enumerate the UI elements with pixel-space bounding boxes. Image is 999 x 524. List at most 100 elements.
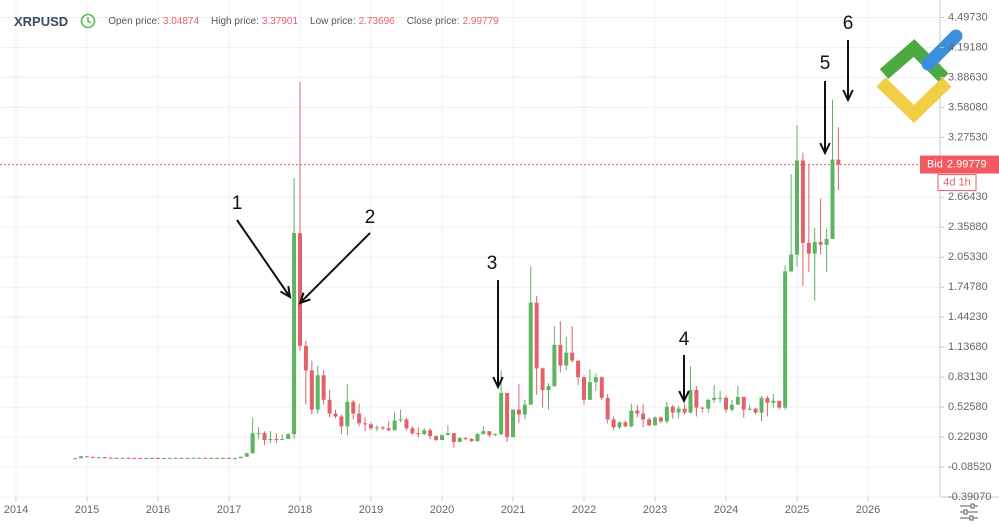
candle-body bbox=[510, 409, 515, 438]
candle-body bbox=[469, 439, 474, 442]
open-value: 3.04874 bbox=[162, 15, 200, 27]
x-tick-label: 2022 bbox=[572, 504, 596, 516]
candle-body bbox=[268, 439, 273, 441]
y-tick-label: 2.35880 bbox=[948, 221, 988, 233]
candle-body bbox=[363, 423, 368, 425]
candle-body bbox=[830, 159, 835, 239]
x-tick-label: 2025 bbox=[785, 504, 809, 516]
candle-body bbox=[303, 345, 308, 371]
candle-body bbox=[297, 233, 302, 346]
x-tick-label: 2014 bbox=[4, 504, 28, 516]
candle-body bbox=[374, 427, 379, 429]
price-label-name: Bid bbox=[927, 158, 943, 170]
candle-body bbox=[475, 434, 480, 442]
price-label-bg bbox=[920, 155, 999, 174]
candle-body bbox=[451, 433, 456, 442]
candle-body bbox=[611, 419, 616, 428]
x-tick-label: 2023 bbox=[643, 504, 667, 516]
candle-body bbox=[534, 302, 539, 369]
candle-body bbox=[392, 420, 397, 431]
settings-icon[interactable] bbox=[960, 503, 978, 521]
low-value: 2.73696 bbox=[358, 15, 395, 27]
candle-body bbox=[635, 410, 640, 414]
candle-body bbox=[439, 435, 444, 441]
candle-body bbox=[806, 242, 811, 254]
annotation-label: 4 bbox=[679, 329, 690, 350]
clock-icon bbox=[80, 13, 96, 29]
y-tick-label: 1.44230 bbox=[948, 311, 988, 323]
candle-body bbox=[161, 458, 166, 460]
x-tick-label: 2020 bbox=[430, 504, 454, 516]
candle-body bbox=[309, 370, 314, 410]
candle-body bbox=[84, 456, 89, 458]
y-tick-label: 3.27530 bbox=[948, 131, 988, 143]
candle-body bbox=[333, 413, 338, 417]
candle-body bbox=[327, 399, 332, 414]
candle-body bbox=[351, 401, 356, 414]
candle-body bbox=[800, 160, 805, 243]
candle-body bbox=[729, 404, 734, 410]
candle-body bbox=[682, 408, 687, 413]
candle-body bbox=[102, 457, 107, 459]
candle-body bbox=[670, 406, 675, 413]
candle-body bbox=[576, 360, 581, 378]
candle-body bbox=[593, 377, 598, 383]
y-tick-label: 3.58080 bbox=[948, 101, 988, 113]
candle-body bbox=[457, 438, 462, 442]
y-tick-label: 0.22030 bbox=[948, 431, 988, 443]
candle-body bbox=[516, 409, 521, 415]
countdown-bg bbox=[937, 174, 977, 192]
annotation-arrow bbox=[236, 219, 291, 298]
candle-body bbox=[292, 233, 297, 435]
candles bbox=[73, 81, 841, 460]
candle-body bbox=[321, 375, 326, 400]
candle-body bbox=[795, 160, 800, 255]
price-label-value: 2.99779 bbox=[947, 158, 987, 170]
candle-body bbox=[641, 413, 646, 420]
annotation-label: 1 bbox=[232, 193, 243, 214]
candle-body bbox=[676, 408, 681, 413]
y-tick-label: 1.13680 bbox=[948, 341, 988, 353]
y-tick-label: 3.88630 bbox=[948, 71, 988, 83]
candle-body bbox=[587, 382, 592, 400]
candle-body bbox=[386, 428, 391, 431]
candle-body bbox=[522, 404, 527, 415]
candle-body bbox=[79, 456, 84, 459]
candle-body bbox=[528, 302, 533, 405]
candle-body bbox=[789, 254, 794, 272]
candle-body bbox=[108, 457, 113, 459]
candle-body bbox=[280, 439, 285, 441]
candle-body bbox=[700, 407, 705, 409]
candle-body bbox=[221, 457, 226, 459]
candle-body bbox=[73, 458, 78, 460]
candle-body bbox=[558, 344, 563, 366]
candle-body bbox=[410, 428, 415, 434]
candle-body bbox=[191, 457, 196, 459]
candle-body bbox=[315, 375, 320, 410]
y-tick-label: 0.83130 bbox=[948, 371, 988, 383]
y-tick-label: -0.39070 bbox=[948, 491, 991, 503]
candle-body bbox=[232, 458, 237, 460]
candle-body bbox=[368, 424, 373, 429]
candle-body bbox=[741, 396, 746, 410]
x-tick-label: 2016 bbox=[146, 504, 170, 516]
candle-body bbox=[215, 457, 220, 459]
y-tick-label: 0.52580 bbox=[948, 401, 988, 413]
candle-body bbox=[712, 397, 717, 400]
candle-body bbox=[499, 392, 504, 435]
candle-body bbox=[286, 434, 291, 440]
candle-body bbox=[747, 408, 752, 410]
low-label: Low price: bbox=[310, 15, 356, 27]
candle-body bbox=[765, 397, 770, 403]
candle-body bbox=[706, 399, 711, 409]
candle-body bbox=[652, 417, 657, 426]
candle-body bbox=[185, 457, 190, 459]
candle-body bbox=[179, 457, 184, 459]
candle-body bbox=[688, 390, 693, 413]
annotation-arrowhead bbox=[298, 292, 311, 305]
annotation-arrowhead bbox=[678, 390, 690, 404]
y-tick-label: -0.08520 bbox=[948, 461, 991, 473]
candle-body bbox=[552, 344, 557, 387]
